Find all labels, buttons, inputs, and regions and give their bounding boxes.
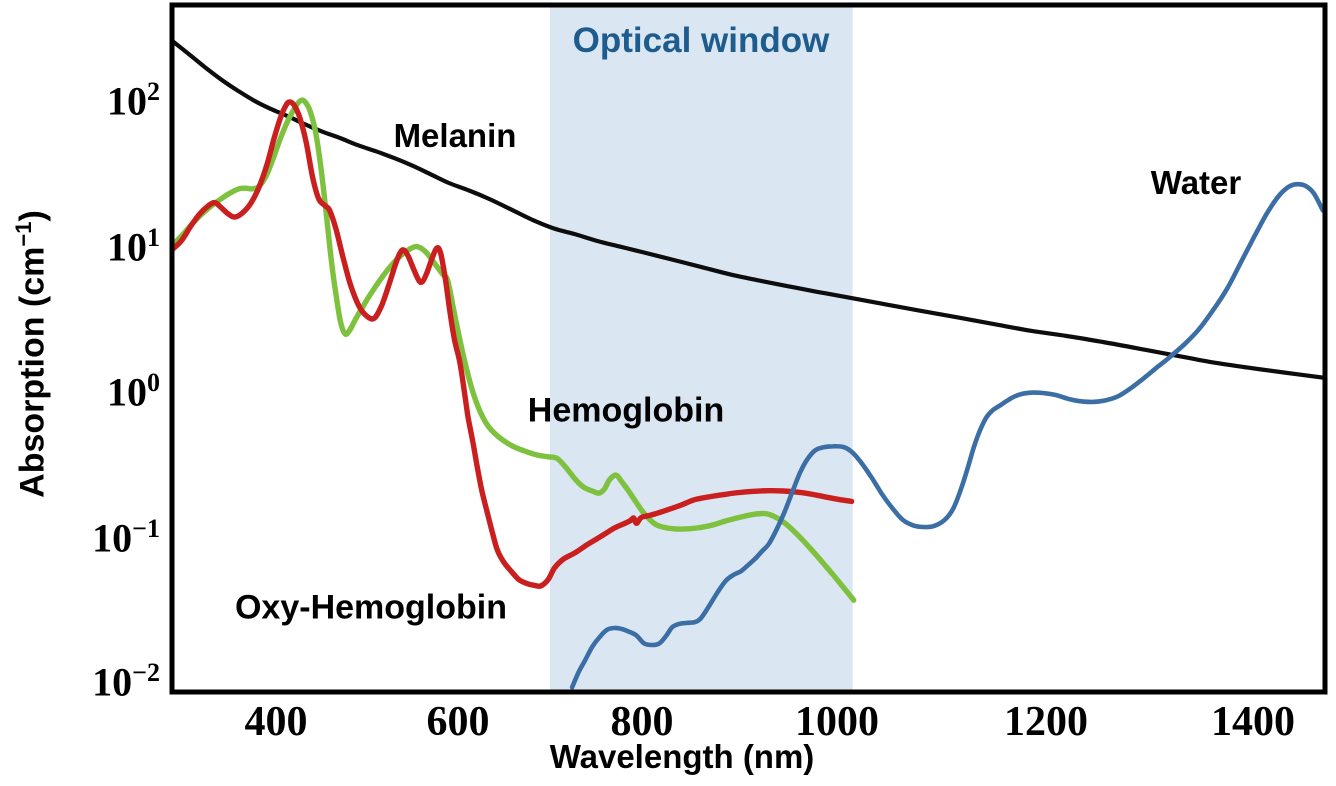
melanin-label: Melanin (393, 117, 517, 154)
hemoglobin-label: Hemoglobin (527, 391, 725, 430)
optical-window-label: Optical window (572, 21, 830, 60)
x-tick-label: 1200 (1004, 699, 1088, 745)
y-axis-title: Absorption (cm−1) (11, 210, 52, 498)
x-tick-label: 400 (244, 699, 308, 745)
y-tick-label: 100 (107, 368, 160, 415)
series-line-melanin (174, 39, 1323, 380)
x-axis-title: Wavelength (nm) (549, 738, 815, 775)
y-tick-label: 10−1 (92, 514, 160, 561)
x-tick-label: 1000 (795, 699, 879, 745)
plot-frame (169, 2, 1328, 695)
series-line-water (569, 181, 1323, 690)
y-tick-label: 10−2 (92, 658, 160, 705)
series-line-oxy-hemoglobin (174, 99, 855, 589)
x-tick-label: 600 (426, 699, 490, 745)
oxy-hemoglobin-label: Oxy-Hemoglobin (234, 588, 508, 627)
y-tick-label: 101 (107, 223, 160, 270)
x-tick-label: 800 (610, 699, 674, 745)
optical-window-band (550, 7, 853, 690)
x-tick-label: 1400 (1211, 699, 1295, 745)
water-label: Water (1150, 164, 1242, 201)
y-tick-label: 102 (107, 77, 160, 124)
